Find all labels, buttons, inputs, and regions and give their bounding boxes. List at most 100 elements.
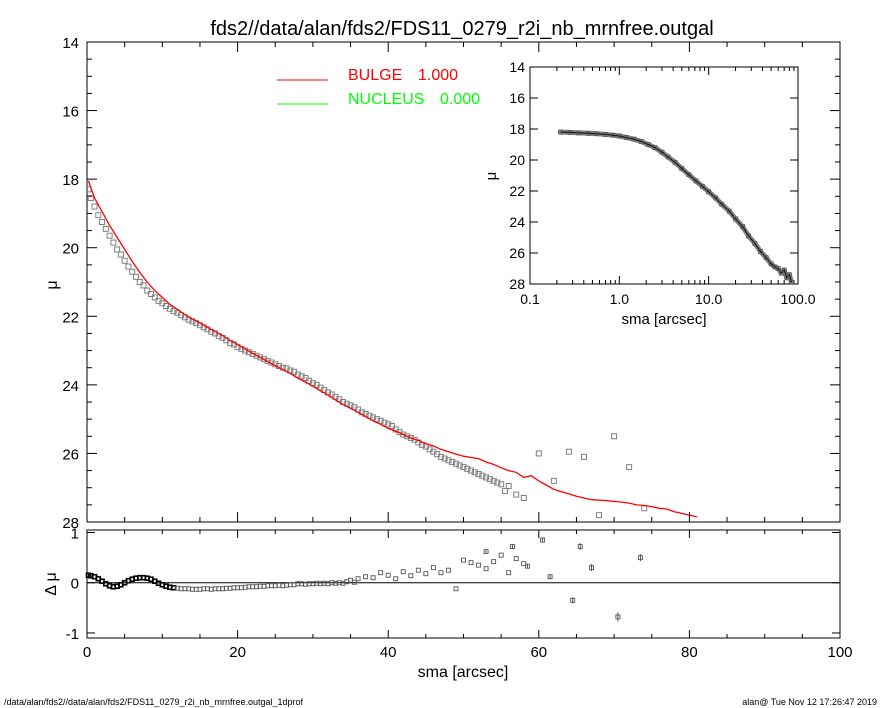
inset-data-point <box>610 132 616 138</box>
residual-data-point <box>521 561 527 567</box>
residual-series-layer <box>85 537 840 622</box>
inset-data-point <box>631 136 637 142</box>
inset-data-point <box>746 233 752 239</box>
residual-x-tick-label: 40 <box>380 644 397 661</box>
residual-errorbar-point <box>615 614 621 620</box>
residual-plot-panel: 0 20 40 60 80 100-101 sma [arcsec] Δ μ <box>43 526 853 681</box>
inset-x-tick-label: 100.0 <box>780 291 815 307</box>
inset-data-point <box>558 129 563 135</box>
inset-x-axis-label: sma [arcsec] <box>621 311 706 328</box>
inset-data-point <box>772 264 778 270</box>
footer-file-path: /data/alan/fds2//data/alan/fds2/FDS11_02… <box>4 697 304 707</box>
main-bulge-line <box>87 180 698 518</box>
inset-data-point <box>652 145 658 151</box>
main-data-point <box>460 464 467 471</box>
main-series-clip <box>87 180 698 519</box>
residual-data-point <box>491 559 497 565</box>
inset-data-point <box>603 132 608 137</box>
main-data-point <box>580 453 587 460</box>
main-data-point <box>148 291 155 297</box>
main-data-point <box>260 356 267 363</box>
residual-errorbar-point <box>638 555 643 561</box>
main-data-point <box>102 225 109 232</box>
main-data-point <box>400 431 407 438</box>
residual-data-point <box>468 560 474 566</box>
residual-errorbar-point <box>540 537 546 543</box>
inset-y-tick-label: 18 <box>509 121 525 137</box>
residual-data-point <box>415 567 421 573</box>
main-y-tick-label: 20 <box>62 241 79 258</box>
residual-x-tick-label: 20 <box>229 644 246 661</box>
inset-data-point <box>778 270 784 276</box>
main-data-point <box>449 459 456 465</box>
residual-errorbar-point <box>589 565 594 571</box>
residual-errorbar-point <box>570 597 576 603</box>
main-data-point <box>498 481 505 488</box>
inset-data-point <box>752 241 758 247</box>
residual-data-point <box>378 570 384 576</box>
inset-data-point <box>784 275 790 281</box>
inset-y-tick-label: 16 <box>509 90 525 106</box>
inset-data-point <box>567 130 573 135</box>
residual-y-tick-label: 1 <box>71 526 79 543</box>
main-data-point <box>125 263 132 270</box>
inset-data-point <box>672 159 678 165</box>
main-data-point <box>121 257 128 264</box>
main-data-point <box>535 450 542 457</box>
inset-x-tick-label: 10.0 <box>695 291 722 307</box>
inset-plot-panel: 0.1 1.0 10.0 100.0 14 16 18 20 22 24 26 28 sma [arc… <box>483 59 816 328</box>
main-data-point <box>129 268 136 275</box>
inset-data-point <box>576 130 582 136</box>
residual-errorbar-point <box>577 544 583 550</box>
main-data-point <box>471 469 478 476</box>
main-y-tick-label: 28 <box>62 515 79 532</box>
inset-data-point <box>585 130 591 136</box>
main-data-point <box>475 471 482 477</box>
inset-data-point <box>693 178 699 184</box>
residual-data-point <box>445 567 451 573</box>
main-y-tick-label: 16 <box>62 104 79 121</box>
main-data-point <box>520 495 527 501</box>
residual-x-axis-label: sma [arcsec] <box>418 664 509 681</box>
residual-data-point <box>393 576 399 582</box>
main-data-point <box>253 352 260 359</box>
residual-y-tick-label: -1 <box>66 626 79 643</box>
inset-data-point <box>686 172 692 178</box>
main-data-point <box>377 417 384 424</box>
residual-x-tick-label: 60 <box>530 644 547 661</box>
footer-user-timestamp: alan@ Tue Nov 12 17:26:47 2019 <box>742 697 877 707</box>
inset-data-point <box>733 216 738 222</box>
inset-series-clip <box>558 129 795 284</box>
main-data-point <box>565 448 572 455</box>
legend-nucleus-label: NUCLEUS <box>348 91 424 108</box>
main-data-point <box>513 491 520 498</box>
main-data-point <box>151 294 158 301</box>
inset-data-point <box>699 183 705 189</box>
legend-bulge-value: 1.000 <box>418 67 458 84</box>
main-data-point <box>407 435 414 441</box>
main-data-point <box>452 460 459 467</box>
chart-title: fds2//data/alan/fds2/FDS11_0279_r2i_nb_m… <box>210 18 713 40</box>
inset-data-point <box>645 142 651 147</box>
main-y-tick-label: 22 <box>62 309 79 326</box>
main-data-point <box>626 464 633 471</box>
legend-nucleus-value: 0.000 <box>440 91 480 108</box>
main-data-point <box>294 371 301 378</box>
main-data-point <box>611 433 618 440</box>
main-data-point <box>441 455 448 462</box>
main-data-point <box>170 308 177 315</box>
inset-y-tick-label: 20 <box>509 152 525 168</box>
inset-data-point <box>740 224 746 230</box>
main-series-layer <box>87 180 698 519</box>
inset-data-point <box>616 133 622 139</box>
residual-data-point <box>363 574 369 580</box>
inset-data-point <box>768 261 774 267</box>
inset-y-tick-label: 22 <box>509 183 525 199</box>
residual-y-axis-label: Δ μ <box>43 572 60 595</box>
residual-errorbar-point <box>509 544 515 550</box>
inset-data-point <box>719 201 725 207</box>
inset-data-point <box>713 195 719 201</box>
residual-data-point <box>423 571 429 577</box>
main-y-tick-label: 14 <box>62 35 79 52</box>
